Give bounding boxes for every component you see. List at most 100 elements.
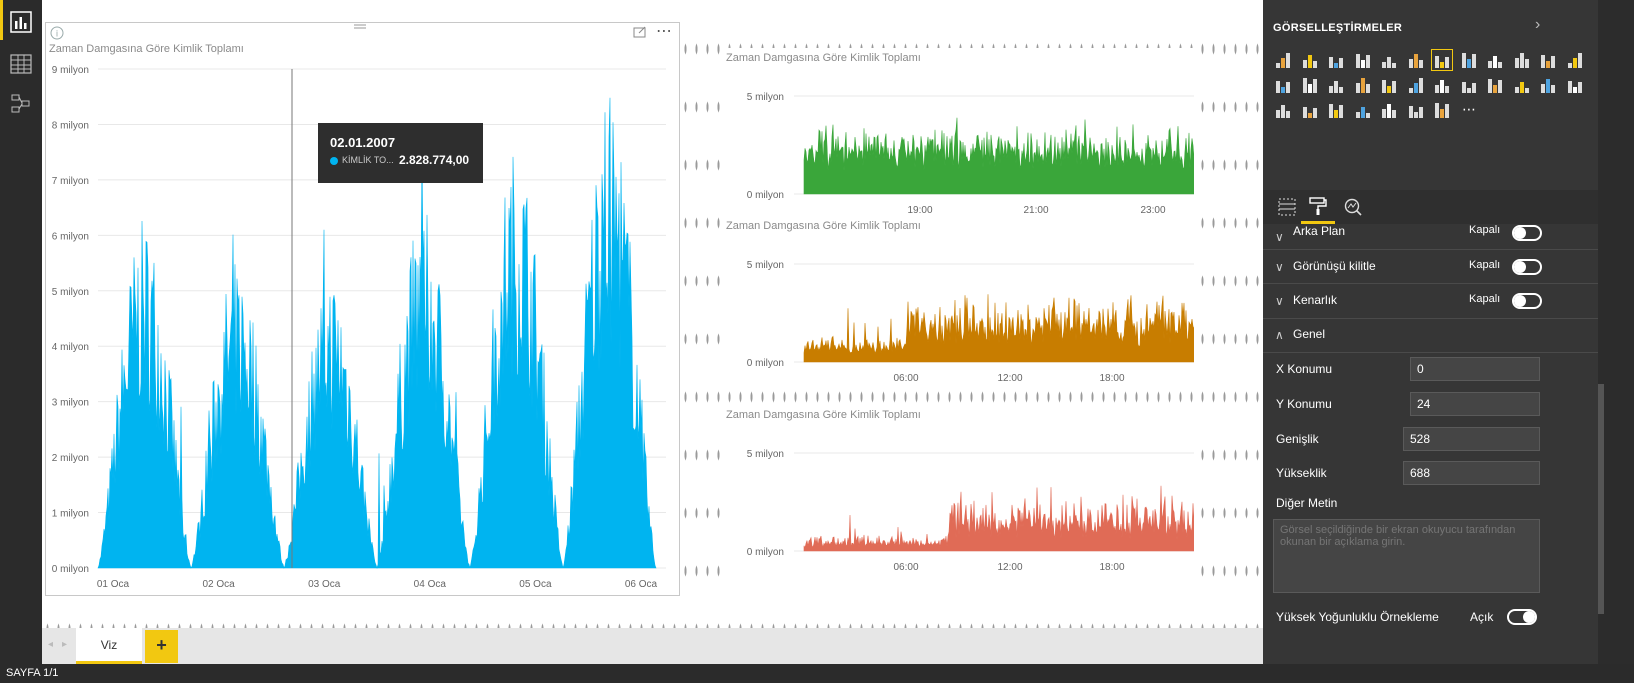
visual-type-icon[interactable] <box>1326 50 1346 70</box>
active-indicator <box>0 0 3 40</box>
alt-text-input[interactable] <box>1273 519 1540 593</box>
fields-tab-icon[interactable] <box>1277 197 1297 217</box>
y-position-label: Y Konumu <box>1276 397 1332 411</box>
svg-text:⋯: ⋯ <box>1462 101 1476 117</box>
x-position-input[interactable] <box>1410 357 1540 381</box>
more-options-icon[interactable]: ⋯ <box>656 23 672 40</box>
section-label: Genel <box>1293 327 1326 341</box>
tab-viz[interactable]: Viz <box>76 628 142 664</box>
visual-type-icon[interactable] <box>1459 50 1479 70</box>
toggle-state: Kapalı <box>1469 224 1501 236</box>
visual-type-icon[interactable] <box>1379 75 1399 95</box>
info-icon[interactable]: i <box>50 26 64 40</box>
format-tab[interactable] <box>1301 190 1335 224</box>
visual-type-icon[interactable] <box>1432 100 1452 120</box>
visual-type-icon[interactable] <box>1538 75 1558 95</box>
section-label: Kenarlık <box>1293 293 1338 307</box>
section-border[interactable]: ∨ Kenarlık Kapalı <box>1263 292 1598 326</box>
visual-type-icon[interactable] <box>1300 75 1320 95</box>
high-density-toggle[interactable] <box>1507 609 1537 625</box>
small-chart-red[interactable]: Zaman Damgasına Göre Kimlik Toplamı 5 mi… <box>724 405 1194 577</box>
pane-tabs <box>1263 190 1598 224</box>
visual-type-icon[interactable] <box>1353 75 1373 95</box>
visual-type-icon[interactable] <box>1485 75 1505 95</box>
small-chart-plot[interactable]: 5 milyon 0 milyon 19:00 21:00 23:00 <box>724 70 1194 220</box>
report-canvas: i ⋯ Zaman Damgasına Göre Kimlik Toplamı … <box>42 0 1263 628</box>
series-area[interactable] <box>803 117 1194 195</box>
chevron-down-icon: ∨ <box>1275 294 1284 308</box>
chart-type-glyph-icon <box>1355 107 1370 118</box>
tooltip-series-label: KİMLİK TO... <box>342 155 394 165</box>
visual-type-icon[interactable] <box>1512 50 1532 70</box>
visual-type-icon[interactable] <box>1326 100 1346 120</box>
chart-title: Zaman Damgasına Göre Kimlik Toplamı <box>726 220 921 232</box>
chevron-down-icon: ∨ <box>1275 230 1284 244</box>
small-chart-orange[interactable]: Zaman Damgasına Göre Kimlik Toplamı 5 mi… <box>724 216 1194 388</box>
add-page-button[interactable]: + <box>145 630 178 663</box>
visual-type-icon[interactable] <box>1300 50 1320 70</box>
visual-type-gallery: ⋯ <box>1273 49 1593 125</box>
relationships-view-icon[interactable] <box>10 92 32 114</box>
y-position-input[interactable] <box>1410 392 1540 416</box>
small-chart-plot[interactable]: 5 milyon 0 milyon 06:00 12:00 18:00 <box>724 427 1194 577</box>
section-lock-aspect[interactable]: ∨ Görünüşü kilitle Kapalı <box>1263 258 1598 292</box>
series-area[interactable] <box>803 294 1194 363</box>
tab-scroll-right-icon[interactable]: ▸ <box>62 639 68 650</box>
visual-type-icon[interactable]: ⋯ <box>1459 100 1479 120</box>
visual-type-icon[interactable] <box>1485 50 1505 70</box>
visual-type-icon[interactable] <box>1565 75 1585 95</box>
pane-header: GÖRSELLEŞTİRMELER <box>1273 22 1403 34</box>
visual-type-icon[interactable] <box>1273 100 1293 120</box>
main-chart-plot[interactable]: 9 milyon 8 milyon 7 milyon 6 milyon 5 milyon… <box>46 57 679 595</box>
x-tick-label: 06 Oca <box>625 579 658 590</box>
collapse-pane-icon[interactable]: › <box>1535 16 1541 33</box>
page-indicator: SAYFA 1/1 <box>6 667 59 679</box>
visual-type-icon[interactable] <box>1538 50 1558 70</box>
visual-type-icon[interactable] <box>1379 100 1399 120</box>
visual-type-icon[interactable] <box>1300 100 1320 120</box>
visual-type-icon[interactable] <box>1273 75 1293 95</box>
background-toggle[interactable] <box>1512 225 1542 241</box>
visual-type-icon[interactable] <box>1273 50 1293 70</box>
section-background[interactable]: ∨ Arka Plan Kapalı <box>1263 224 1598 258</box>
divider <box>1263 283 1598 284</box>
x-tick-label: 03 Oca <box>308 579 341 590</box>
visual-type-icon[interactable] <box>1406 50 1426 70</box>
more-visuals-icon: ⋯ <box>1462 101 1476 117</box>
visual-type-icon[interactable] <box>1406 75 1426 95</box>
chart-title: Zaman Damgasına Göre Kimlik Toplamı <box>726 409 921 421</box>
tab-scroll-left-icon[interactable]: ◂ <box>48 639 54 650</box>
visual-type-icon[interactable] <box>1459 75 1479 95</box>
border-toggle[interactable] <box>1512 293 1542 309</box>
visual-type-icon[interactable] <box>1432 75 1452 95</box>
chart-type-glyph-icon <box>1302 55 1317 68</box>
report-view-icon[interactable] <box>10 11 32 33</box>
height-input[interactable] <box>1403 461 1540 485</box>
y-tick-label: 2 milyon <box>52 453 89 464</box>
visual-type-icon-selected[interactable] <box>1431 49 1453 71</box>
series-area[interactable] <box>803 485 1194 552</box>
drag-handle-icon[interactable] <box>352 23 368 31</box>
analytics-tab-icon[interactable] <box>1343 197 1363 217</box>
visual-type-icon[interactable] <box>1512 75 1532 95</box>
data-view-icon[interactable] <box>10 53 32 75</box>
series-area[interactable] <box>97 97 657 570</box>
width-input[interactable] <box>1403 427 1540 451</box>
visual-type-icon[interactable] <box>1406 100 1426 120</box>
visual-type-icon[interactable] <box>1353 100 1373 120</box>
lock-aspect-toggle[interactable] <box>1512 259 1542 275</box>
section-general[interactable]: ∧ Genel <box>1263 326 1598 354</box>
main-line-chart-card[interactable]: i ⋯ Zaman Damgasına Göre Kimlik Toplamı … <box>45 22 680 596</box>
visual-type-icon[interactable] <box>1565 50 1585 70</box>
chart-type-glyph-icon <box>1302 107 1317 118</box>
small-chart-green[interactable]: Zaman Damgasına Göre Kimlik Toplamı 5 mi… <box>724 48 1194 220</box>
pane-scrollbar-thumb[interactable] <box>1598 384 1604 614</box>
visual-type-icon[interactable] <box>1379 50 1399 70</box>
chart-type-glyph-icon <box>1276 53 1290 68</box>
width-label: Genişlik <box>1276 432 1319 446</box>
small-chart-plot[interactable]: 5 milyon 0 milyon 06:00 12:00 18:00 <box>724 238 1194 388</box>
visual-type-icon[interactable] <box>1326 75 1346 95</box>
visual-type-icon[interactable] <box>1353 50 1373 70</box>
chart-type-glyph-icon <box>1435 80 1449 93</box>
focus-mode-icon[interactable] <box>633 25 647 39</box>
